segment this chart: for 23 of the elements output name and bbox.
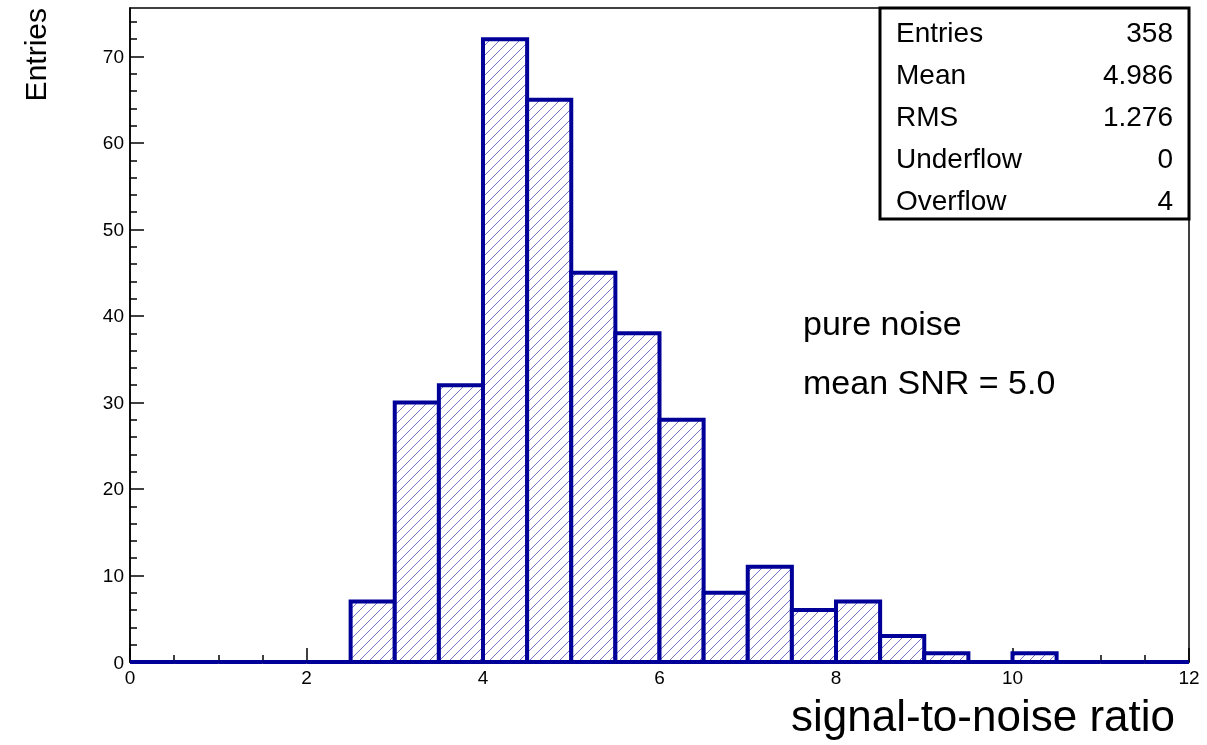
y-tick-label: 10 <box>102 564 124 586</box>
text: Mean 4.986 <box>896 58 1173 90</box>
y-tick-label: 50 <box>102 218 124 240</box>
x-tick-label: 4 <box>477 667 489 688</box>
annotation: pure noise <box>803 304 962 342</box>
y-tick-label: 60 <box>102 132 124 154</box>
text: Overflow 4 <box>896 184 1173 216</box>
text: Underflow 0 <box>896 142 1173 174</box>
x-tick-label: 12 <box>1178 667 1200 688</box>
x-axis-title: signal-to-noise ratio <box>791 690 1175 740</box>
x-tick-label: 10 <box>1001 667 1024 688</box>
y-tick-label: 20 <box>102 478 124 500</box>
y-tick-label: 30 <box>102 391 124 413</box>
x-tick-label: 2 <box>301 667 312 688</box>
text: RMS 1.276 <box>896 100 1173 132</box>
text: Entries 358 <box>896 16 1173 48</box>
y-tick-label: 70 <box>102 45 124 67</box>
x-tick-label: 8 <box>830 667 842 688</box>
x-tick-label: 6 <box>654 667 665 688</box>
y-tick-label: 0 <box>113 651 124 673</box>
y-axis-title: Entries <box>18 8 52 102</box>
y-tick-label: 40 <box>102 305 124 327</box>
annotation: mean SNR = 5.0 <box>803 363 1056 401</box>
